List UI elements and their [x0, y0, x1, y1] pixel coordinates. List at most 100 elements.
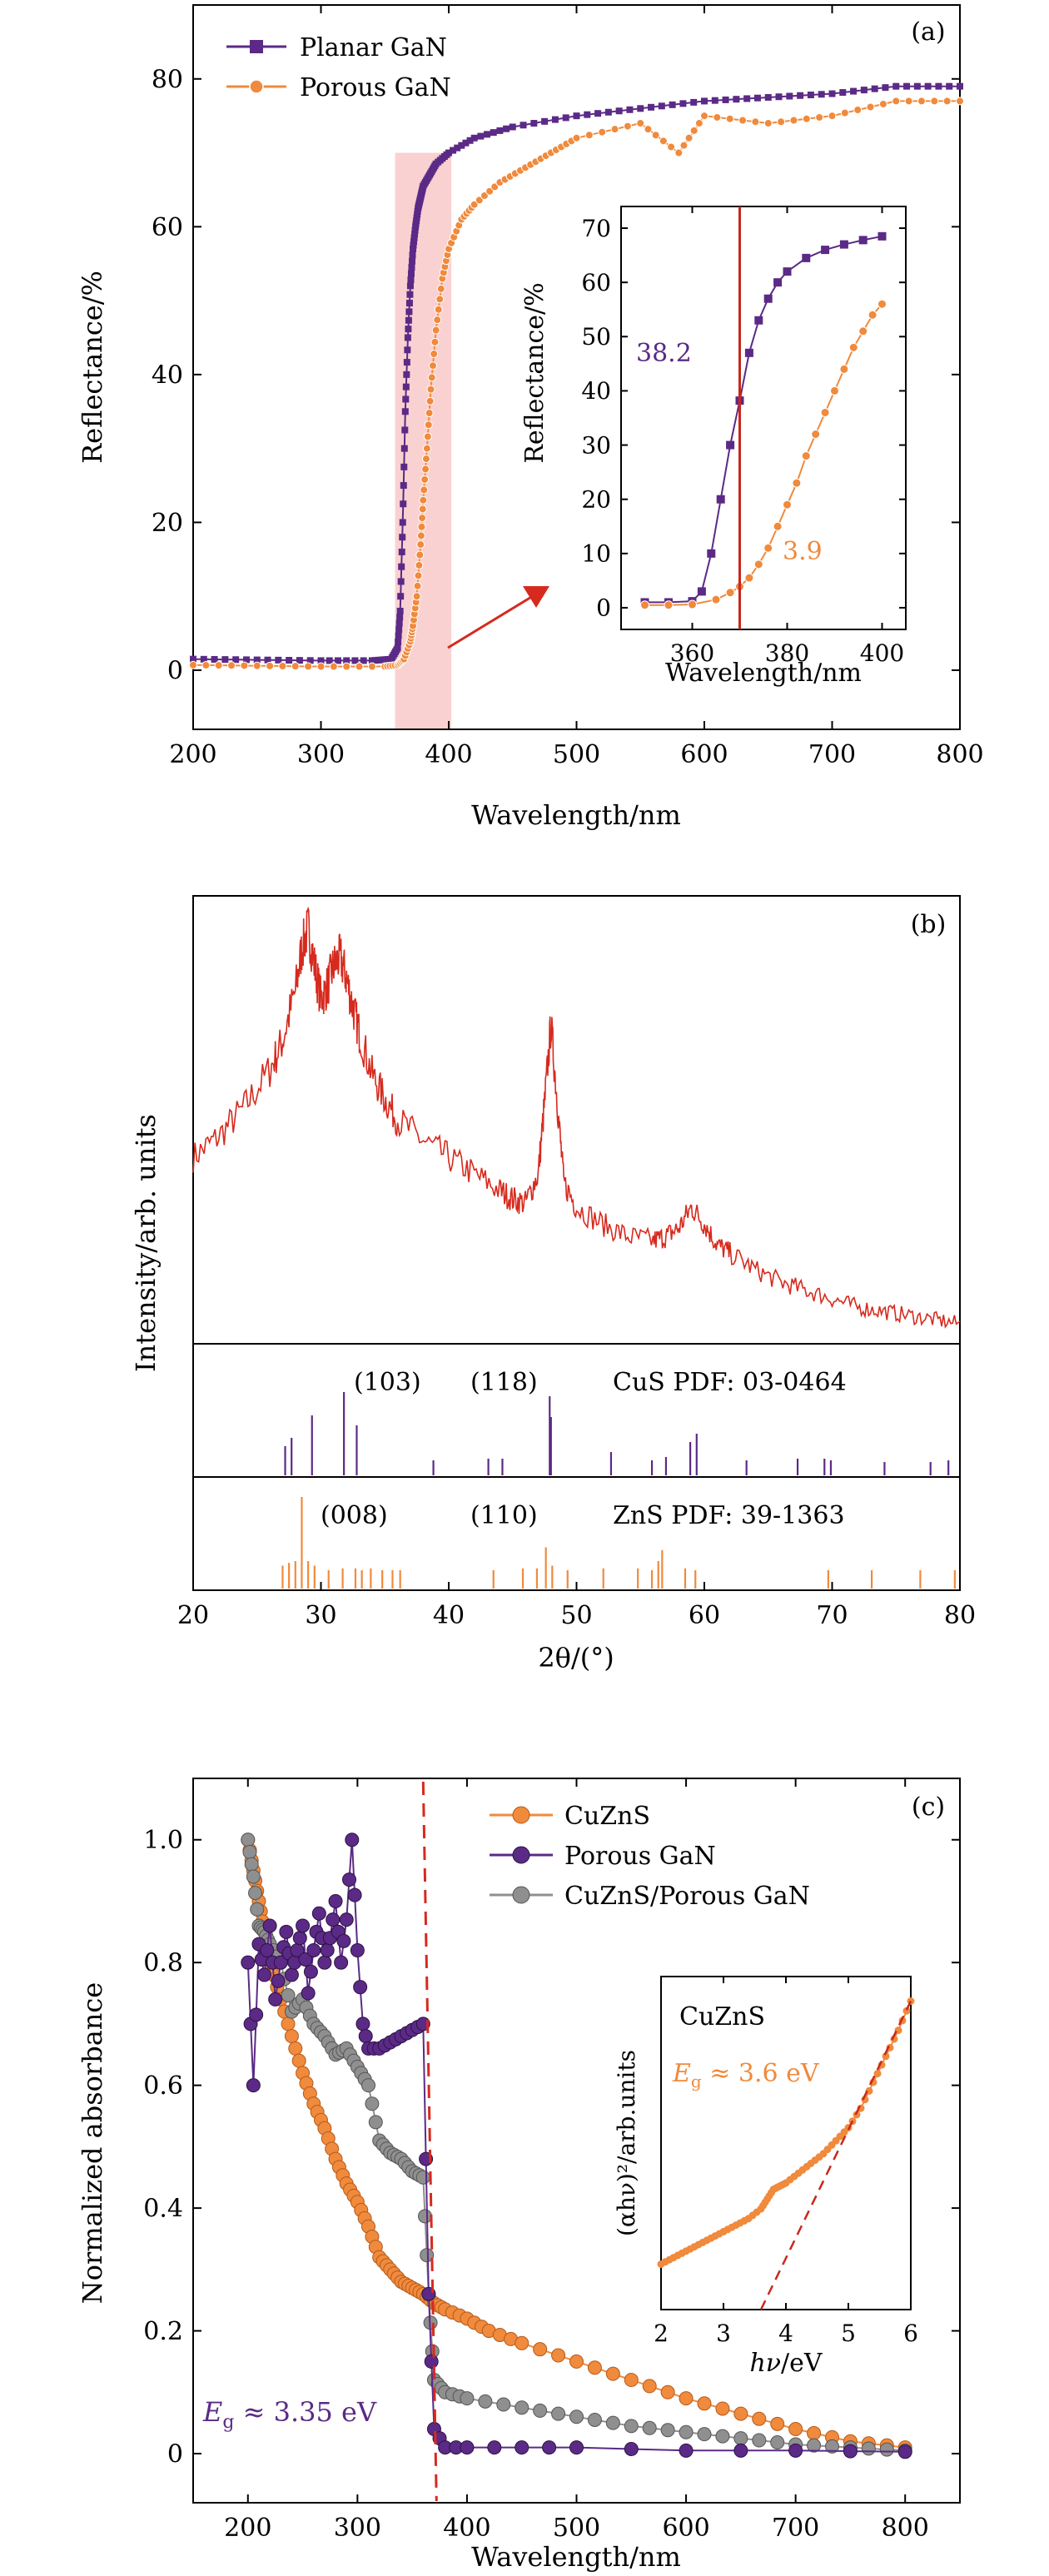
legend-label-porous-gan: Porous GaN: [300, 73, 451, 102]
panel-c: 200 300 400 500 600 700 800 0 0.2 0.4 0.6 0.8 1.0 (c…: [77, 1778, 961, 2573]
data-point: [744, 573, 754, 583]
data-point: [400, 482, 407, 490]
data-point: [398, 548, 405, 555]
panel-c-series: [241, 1833, 912, 2459]
data-point: [725, 588, 735, 598]
data-point: [470, 134, 478, 142]
data-point: [281, 1988, 296, 2003]
x-tick-label: 80: [944, 1601, 976, 1630]
data-point: [763, 294, 773, 303]
data-point: [839, 89, 847, 97]
data-point: [715, 2429, 730, 2444]
y-tick-label: 50: [581, 323, 611, 351]
panel-a-inset-axes: 360 380 400 0 10 20 30 40 50 60 70: [581, 206, 906, 667]
data-point: [624, 2419, 639, 2434]
data-point: [770, 2416, 785, 2431]
data-point: [401, 426, 409, 434]
data-point: [417, 522, 426, 531]
data-point: [410, 245, 417, 252]
data-point: [763, 543, 773, 553]
data-point: [858, 326, 868, 336]
data-point: [667, 142, 676, 152]
data-point: [411, 231, 419, 238]
data-point: [879, 2442, 894, 2457]
data-point: [241, 1833, 256, 1847]
y-tick-label: 0.6: [143, 2071, 183, 2101]
data-point: [264, 656, 271, 664]
data-point: [418, 514, 427, 523]
data-point: [722, 96, 729, 103]
y-tick-label: 1.0: [143, 1826, 183, 1855]
x-tick-label: 600: [680, 740, 728, 769]
x-tick-label: 700: [808, 740, 856, 769]
cus-pattern-name: CuS PDF: 03-0464: [613, 1368, 847, 1397]
data-point: [753, 94, 761, 102]
data-point: [334, 657, 341, 664]
data-point: [789, 116, 798, 125]
y-tick-label: 70: [581, 215, 611, 242]
data-point: [396, 614, 404, 621]
data-point: [419, 495, 428, 505]
data-point: [430, 350, 439, 359]
data-point: [660, 2423, 675, 2438]
data-point: [738, 116, 748, 125]
data-point: [242, 656, 250, 664]
y-tick-label: 0.2: [143, 2317, 183, 2346]
panel-b-ylabel: Intensity/arb. units: [130, 1114, 162, 1372]
data-point: [697, 2427, 712, 2442]
data-point: [320, 1942, 335, 1957]
data-point: [551, 116, 559, 123]
data-point: [355, 662, 364, 671]
data-point: [358, 2029, 373, 2044]
data-point: [777, 117, 786, 127]
data-point: [792, 478, 802, 488]
data-point: [690, 98, 698, 106]
y-tick-label: 0: [167, 656, 183, 685]
data-point: [329, 662, 338, 671]
data-point: [291, 662, 300, 671]
data-point: [484, 131, 491, 138]
data-point: [700, 112, 708, 121]
data-point: [623, 122, 632, 131]
panel-a-xlabel: Wavelength/nm: [471, 799, 681, 831]
panel-b-zns-pattern: [281, 1497, 956, 1589]
y-tick-label: 40: [581, 377, 611, 405]
data-point: [466, 137, 474, 144]
data-point: [343, 657, 350, 664]
data-point: [733, 2443, 748, 2458]
data-point: [866, 102, 875, 112]
data-point: [397, 593, 405, 600]
data-point: [445, 149, 452, 157]
data-point: [520, 122, 527, 129]
legend-item-porous-gan: Porous GaN: [226, 73, 451, 102]
data-point: [877, 299, 887, 309]
data-point: [477, 132, 485, 140]
data-point: [417, 2209, 432, 2224]
data-point: [398, 563, 405, 570]
data-point: [924, 82, 932, 90]
data-point: [401, 408, 409, 415]
data-point: [815, 112, 824, 122]
data-point: [752, 2411, 767, 2426]
panel-c-ylabel: Normalized absorbance: [77, 1982, 108, 2304]
data-point: [281, 2017, 296, 2031]
panel-a-highlight-band: [395, 152, 452, 729]
data-point: [892, 97, 901, 106]
data-point: [221, 656, 229, 664]
x-tick-label: 800: [936, 740, 983, 769]
data-point: [818, 91, 825, 98]
data-point: [642, 2379, 657, 2394]
data-point: [266, 661, 275, 670]
data-point: [317, 1955, 332, 1970]
data-point: [930, 97, 939, 106]
data-point: [569, 2440, 584, 2455]
data-point: [584, 111, 591, 118]
data-point: [316, 662, 326, 671]
panel-c-inset-xlabel: hν/eV: [749, 2349, 823, 2378]
panel-a-legend: Planar GaN Porous GaN: [226, 33, 451, 102]
data-point: [658, 102, 665, 110]
data-point: [296, 657, 303, 664]
data-point: [713, 112, 722, 122]
data-point: [478, 2394, 493, 2409]
